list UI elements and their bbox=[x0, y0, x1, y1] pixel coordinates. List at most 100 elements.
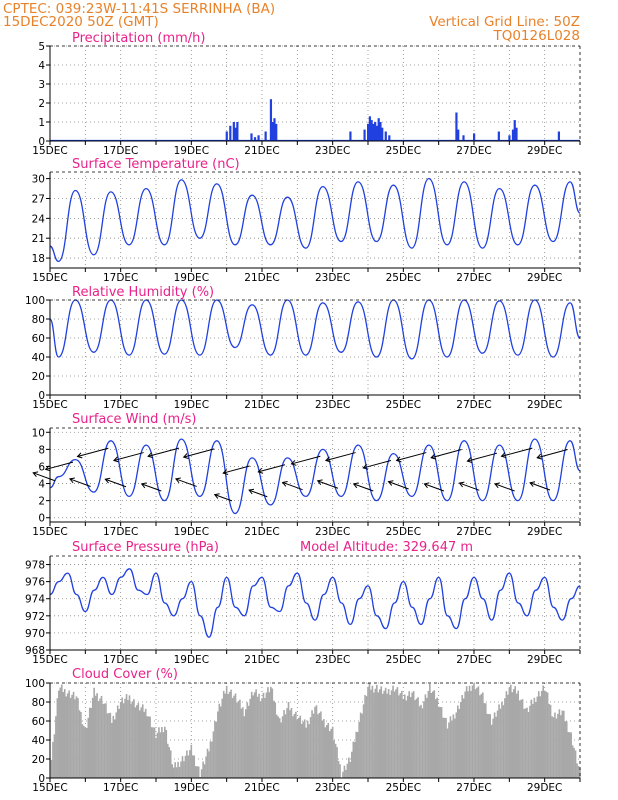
cloud-bar bbox=[486, 713, 489, 778]
header-grid-line: Vertical Grid Line: 50Z bbox=[429, 14, 580, 30]
cloud-bar bbox=[147, 716, 150, 778]
precip-bar bbox=[372, 123, 375, 141]
temp-xtick-label: 17DEC bbox=[103, 272, 138, 284]
cloud-bar bbox=[84, 727, 87, 778]
temp-xtick-label: 19DEC bbox=[174, 272, 209, 284]
cloud-bar bbox=[267, 687, 269, 778]
cloud-bar bbox=[246, 702, 249, 778]
cloud-bar bbox=[68, 690, 70, 778]
cloud-bar bbox=[124, 698, 126, 778]
cloud-bar bbox=[146, 716, 148, 778]
cloud-bar bbox=[529, 705, 531, 778]
cloud-bar bbox=[429, 683, 431, 778]
temp-ytick-label: 30 bbox=[32, 174, 45, 186]
cloud-bar bbox=[353, 741, 356, 778]
cloud-title: Cloud Cover (%) bbox=[72, 667, 178, 682]
cloud-bar bbox=[567, 732, 570, 778]
cloud-bar bbox=[277, 716, 279, 778]
cloud-bar bbox=[161, 727, 163, 778]
cloud-bar bbox=[283, 710, 285, 778]
wind-arrow bbox=[77, 447, 109, 458]
precip-bar bbox=[557, 131, 560, 141]
precip-bar bbox=[229, 125, 232, 141]
wind-ytick-label: 6 bbox=[38, 461, 45, 473]
temp-xtick-label: 15DEC bbox=[32, 272, 67, 284]
cloud-bar bbox=[194, 766, 197, 778]
cloud-bar bbox=[202, 761, 204, 778]
cloud-bar bbox=[507, 694, 509, 778]
wind-arrow bbox=[223, 465, 250, 474]
pres-xtick-label: 19DEC bbox=[174, 654, 209, 666]
cloud-bar bbox=[136, 705, 138, 778]
cloud-bar bbox=[327, 722, 330, 778]
temp-line bbox=[49, 177, 581, 263]
wind-arrowhead bbox=[458, 481, 465, 488]
cloud-bar bbox=[484, 703, 487, 778]
cloud-bar bbox=[143, 711, 146, 778]
cloud-bar bbox=[439, 706, 441, 778]
cloud-bar bbox=[409, 697, 412, 778]
pres-ytick-label: 974 bbox=[25, 594, 45, 606]
cloud-bar bbox=[542, 685, 544, 778]
precip-ytick-label: 1 bbox=[38, 117, 45, 129]
cloud-ytick-label: 100 bbox=[25, 678, 45, 690]
temp-xtick-label: 29DEC bbox=[527, 272, 562, 284]
wind-arrowhead bbox=[213, 493, 220, 499]
precip-title: Precipitation (mm/h) bbox=[72, 31, 205, 46]
cloud-bar bbox=[418, 706, 421, 778]
cloud-bar bbox=[565, 721, 568, 778]
cloud-bar bbox=[473, 683, 475, 778]
cloud-bar bbox=[152, 727, 154, 778]
cloud-ytick-label: 80 bbox=[32, 697, 45, 709]
cloud-bar bbox=[459, 702, 462, 778]
cloud-bar bbox=[546, 692, 549, 778]
cloud-bar bbox=[309, 717, 312, 778]
wind-arrowhead bbox=[352, 482, 359, 489]
cloud-bar bbox=[374, 688, 377, 778]
cloud-bar bbox=[56, 698, 59, 778]
pres-ytick-label: 978 bbox=[25, 560, 45, 572]
wind-xtick-label: 15DEC bbox=[32, 526, 67, 538]
cloud-bar bbox=[242, 707, 244, 778]
precip-bar bbox=[275, 123, 278, 141]
cloud-bar bbox=[197, 766, 200, 778]
cloud-bar bbox=[408, 691, 411, 778]
cloud-bar bbox=[548, 703, 550, 778]
precip-bar bbox=[515, 127, 518, 141]
cloud-ytick-label: 20 bbox=[32, 754, 45, 766]
cloud-bar bbox=[452, 714, 455, 778]
cloud-bar bbox=[284, 714, 287, 778]
cloud-bar bbox=[393, 691, 396, 778]
wind-arrow bbox=[325, 452, 356, 462]
cloud-bar bbox=[215, 721, 218, 778]
wind-arrowhead bbox=[248, 488, 255, 495]
precip-bar bbox=[264, 131, 267, 141]
panels-group: 0 1 2 3 4 5 15DEC 17DEC 19DEC 21DEC 23DEC 25DEC 27DE… bbox=[25, 41, 581, 794]
cloud-bar bbox=[549, 704, 552, 778]
precip-bar bbox=[368, 116, 371, 141]
cloud-bar bbox=[465, 686, 468, 778]
cloud-bar bbox=[113, 719, 116, 778]
cloud-bar bbox=[535, 702, 537, 778]
wind-arrow bbox=[353, 483, 374, 492]
cloud-bar bbox=[342, 771, 344, 778]
cloud-bar bbox=[351, 751, 353, 778]
cloud-bar bbox=[250, 691, 253, 778]
cloud-bar bbox=[365, 696, 368, 778]
wind-arrow bbox=[424, 483, 445, 492]
pres-xtick-label: 15DEC bbox=[32, 654, 67, 666]
cloud-bar bbox=[184, 755, 187, 778]
rh-xtick-label: 15DEC bbox=[32, 399, 67, 411]
cloud-bar bbox=[80, 711, 82, 778]
cloud-bar bbox=[292, 716, 294, 778]
cloud-bar bbox=[268, 692, 271, 778]
wind-arrow bbox=[317, 480, 339, 489]
cloud-bar bbox=[417, 697, 419, 778]
cloud-bar bbox=[256, 696, 259, 778]
wind-arrow bbox=[501, 447, 533, 457]
cloud-bar bbox=[271, 688, 274, 778]
cloud-bar bbox=[390, 690, 393, 778]
cloud-bar bbox=[551, 716, 553, 778]
cloud-bar bbox=[165, 730, 168, 778]
precip-bar bbox=[381, 127, 384, 141]
